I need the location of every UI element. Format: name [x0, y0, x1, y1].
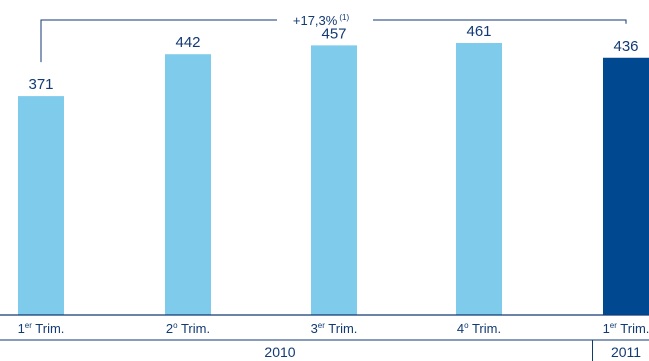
value-label-2: 442: [175, 34, 200, 51]
value-labels-group: 371 442 457 461 436: [28, 23, 638, 93]
category-label-5: 1er Trim.: [603, 321, 649, 336]
category-label-4: 4o Trim.: [457, 321, 501, 336]
value-label-1: 371: [28, 76, 53, 93]
value-label-3: 457: [321, 25, 346, 42]
bar-5: [603, 57, 649, 315]
category-label-1: 1er Trim.: [18, 321, 65, 336]
category-label-3: 3er Trim.: [311, 321, 358, 336]
annotation-label: +17,3% (1): [293, 13, 350, 28]
annotation-bracket-right: [373, 19, 627, 24]
year-label-1: 2010: [264, 344, 295, 360]
year-label-2: 2011: [611, 344, 641, 360]
bar-1: [18, 96, 64, 315]
value-label-4: 461: [466, 23, 491, 40]
bar-4: [456, 43, 502, 315]
value-label-5: 436: [613, 38, 638, 55]
category-label-2: 2o Trim.: [166, 321, 210, 336]
bar-3: [311, 45, 357, 316]
bar-2: [165, 54, 211, 315]
x-axis: 1er Trim. 2o Trim. 3er Trim. 4o Trim. 1er Tr…: [0, 314, 649, 361]
growth-annotation: +17,3% (1): [40, 13, 627, 63]
annotation-bracket-left: [40, 19, 277, 63]
bars-group: [18, 43, 649, 316]
